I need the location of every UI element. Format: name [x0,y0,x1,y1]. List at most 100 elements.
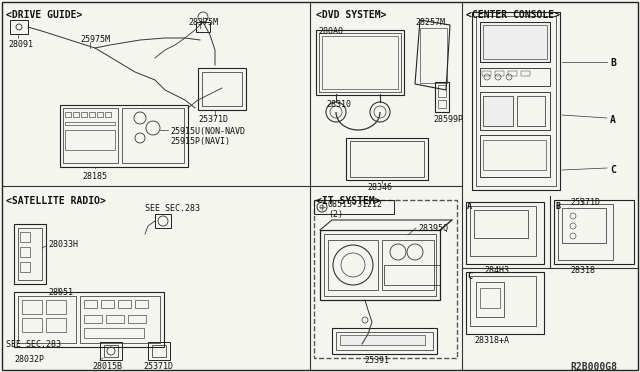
Bar [89,112,95,117]
Text: <DRIVE GUIDE>: <DRIVE GUIDE> [6,10,83,20]
Text: A: A [610,115,616,125]
Bar [84,328,144,338]
Bar [382,240,434,290]
Bar [14,224,46,284]
Bar [106,315,124,323]
Bar [322,36,398,89]
Bar [324,234,436,296]
Bar [336,332,433,350]
Bar [466,202,544,264]
Bar [196,22,210,32]
Bar [483,96,513,126]
Bar [508,71,517,76]
Text: 28375M: 28375M [188,18,218,27]
Text: 28310: 28310 [326,100,351,109]
Bar [63,108,118,163]
Bar [10,20,28,34]
Bar [128,315,146,323]
Bar [558,204,613,260]
Bar [135,300,148,308]
Text: 284H3: 284H3 [484,266,509,275]
Text: B: B [555,202,560,211]
Text: <SATELLITE RADIO>: <SATELLITE RADIO> [6,196,106,206]
Text: <DVD SYSTEM>: <DVD SYSTEM> [316,10,387,20]
Text: 25915U(NON-NAVD: 25915U(NON-NAVD [170,127,245,136]
Text: <IT SYSTEM>: <IT SYSTEM> [316,196,381,206]
Bar [81,112,87,117]
Bar [100,342,122,360]
Bar [480,68,550,86]
Bar [18,296,76,343]
Text: 28395Q: 28395Q [418,224,448,233]
Bar [20,232,30,242]
Bar [105,112,111,117]
Bar [46,300,66,314]
Text: 25915P(NAVI): 25915P(NAVI) [170,137,230,146]
Bar [65,130,115,150]
Bar [155,214,171,228]
Bar [20,247,30,257]
Bar [483,140,546,170]
Text: 28015B: 28015B [92,362,122,371]
Bar [562,208,606,243]
Bar [438,100,446,108]
Text: 28599P: 28599P [433,115,463,124]
Bar [435,82,449,112]
Bar [122,108,184,163]
Text: B: B [610,58,616,68]
Text: 25391: 25391 [364,356,389,365]
Text: 28185: 28185 [82,172,107,181]
Bar [319,33,401,92]
Text: 28091: 28091 [8,40,33,49]
Bar [73,112,79,117]
Text: 25975M: 25975M [80,35,110,44]
Text: <CENTER CONSOLE>: <CENTER CONSOLE> [466,10,560,20]
Bar [470,206,536,256]
Bar [474,210,528,238]
Bar [84,300,97,308]
Bar [152,345,166,357]
Text: C: C [610,165,616,175]
Bar [483,25,547,59]
Text: 28032P: 28032P [14,355,44,364]
Bar [18,228,42,280]
Text: 28318+A: 28318+A [474,336,509,345]
Text: (2): (2) [328,210,343,219]
Bar [480,22,550,62]
Bar [480,135,550,177]
Text: C: C [467,272,472,281]
Bar [316,30,404,95]
Bar [420,28,447,83]
Bar [350,141,424,177]
Bar [554,200,634,264]
Bar [521,71,530,76]
Bar [60,105,188,167]
Bar [482,71,491,76]
Bar [517,96,545,126]
Bar [470,276,536,326]
Bar [320,230,440,300]
Bar [20,262,30,272]
Text: 28346: 28346 [367,183,392,192]
Bar [472,12,560,190]
Bar [476,16,556,186]
Bar [202,72,242,106]
Text: 25371D: 25371D [198,115,228,124]
Bar [438,85,446,97]
Bar [14,292,164,347]
Text: 08513-31212: 08513-31212 [328,200,383,209]
Bar [118,300,131,308]
Bar [46,318,66,332]
Bar [384,265,440,285]
Bar [332,328,437,354]
Bar [314,200,394,214]
Text: 25371D: 25371D [143,362,173,371]
Text: A: A [467,202,472,211]
Text: SEE SEC.283: SEE SEC.283 [6,340,61,349]
Text: 280A0: 280A0 [318,27,343,36]
Bar [466,272,544,334]
Bar [22,300,42,314]
Bar [101,300,114,308]
Text: 28257M: 28257M [415,18,445,27]
Text: 28318: 28318 [570,266,595,275]
